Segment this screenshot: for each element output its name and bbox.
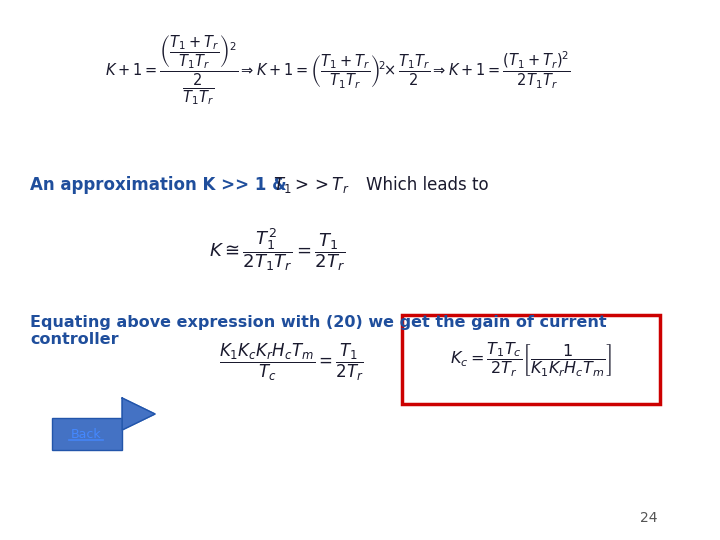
Text: $T_1 >> T_r$: $T_1 >> T_r$	[272, 175, 349, 195]
Text: $K_c = \dfrac{T_1T_c}{2T_r}\left[\dfrac{1}{K_1K_rH_cT_m}\right]$: $K_c = \dfrac{T_1T_c}{2T_r}\left[\dfrac{…	[450, 341, 612, 379]
Text: An approximation K >> 1 &: An approximation K >> 1 &	[30, 176, 287, 194]
Text: $K+1 = \dfrac{\left(\dfrac{T_1+T_r}{T_1T_r}\right)^2}{\dfrac{2}{T_1T_r}}\Rightar: $K+1 = \dfrac{\left(\dfrac{T_1+T_r}{T_1T…	[105, 33, 571, 107]
Text: $K \cong \dfrac{T_1^2}{2T_1T_r} = \dfrac{T_1}{2T_r}$: $K \cong \dfrac{T_1^2}{2T_1T_r} = \dfrac…	[209, 227, 346, 273]
Text: Back: Back	[71, 428, 102, 441]
Text: Equating above expression with (20) we get the gain of current: Equating above expression with (20) we g…	[30, 314, 607, 329]
Text: 24: 24	[640, 511, 658, 525]
Text: $\dfrac{K_1K_cK_rH_cT_m}{T_c} = \dfrac{T_1}{2T_r}$: $\dfrac{K_1K_cK_rH_cT_m}{T_c} = \dfrac{T…	[219, 341, 364, 383]
Text: controller: controller	[30, 333, 119, 348]
Polygon shape	[122, 398, 155, 430]
FancyBboxPatch shape	[52, 418, 122, 450]
FancyBboxPatch shape	[402, 315, 660, 404]
Text: Which leads to: Which leads to	[366, 176, 489, 194]
